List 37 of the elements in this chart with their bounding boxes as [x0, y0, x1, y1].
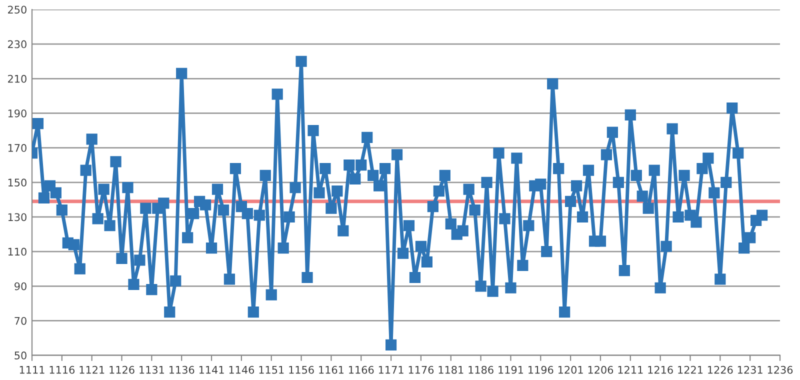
x-tick-label: 1126	[110, 366, 134, 374]
x-tick-label: 1236	[768, 366, 793, 374]
x-tick-label: 1176	[408, 366, 434, 374]
x-tick-label: 1171	[378, 366, 404, 374]
y-tick-label: 50	[14, 352, 26, 360]
x-tick-label: 1141	[199, 366, 224, 374]
y-tick-label: 190	[8, 109, 26, 118]
x-tick-label: 1226	[708, 366, 733, 374]
y-tick-label: 170	[8, 144, 26, 152]
x-tick-label: 1136	[169, 366, 194, 374]
x-tick-label: 1231	[738, 366, 762, 374]
y-tick-label: 230	[8, 40, 26, 48]
y-tick-label: 110	[8, 248, 26, 256]
x-tick-label: 1196	[528, 366, 554, 374]
y-tick-label: 90	[14, 282, 26, 290]
y-tick-label: 130	[8, 213, 26, 222]
x-tick-label: 1161	[319, 366, 344, 374]
x-tick-label: 1116	[50, 366, 75, 374]
x-tick-label: 1166	[349, 366, 374, 374]
x-tick-label: 1156	[289, 366, 314, 374]
x-tick-label: 1181	[438, 366, 464, 374]
y-tick-label: 150	[8, 178, 26, 187]
x-tick-label: 1111	[20, 366, 44, 374]
x-tick-label: 1221	[678, 366, 703, 374]
x-tick-label: 1216	[648, 366, 673, 374]
x-tick-label: 1201	[558, 366, 583, 374]
x-tick-label: 1206	[588, 366, 614, 374]
x-tick-label: 1191	[498, 366, 524, 374]
x-tick-label: 1186	[468, 366, 494, 374]
x-tick-label: 1146	[229, 366, 254, 374]
y-tick-label: 210	[8, 74, 26, 83]
y-tick-label: 70	[14, 316, 26, 325]
y-tick-label: 250	[8, 6, 26, 14]
x-tick-label: 1121	[80, 366, 104, 374]
x-tick-label: 1131	[140, 366, 164, 374]
x-tick-label: 1151	[259, 366, 284, 374]
x-tick-label: 1211	[618, 366, 643, 374]
